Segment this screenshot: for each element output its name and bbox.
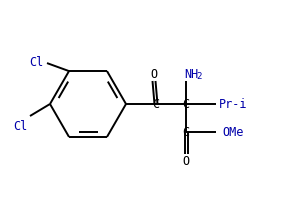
Text: Cl: Cl [29, 55, 43, 68]
Text: 2: 2 [196, 72, 202, 81]
Text: C: C [153, 98, 160, 111]
Text: Cl: Cl [13, 120, 27, 133]
Text: O: O [182, 155, 190, 168]
Text: OMe: OMe [222, 126, 244, 139]
Text: O: O [150, 68, 158, 81]
Text: NH: NH [184, 67, 198, 80]
Text: C: C [182, 98, 190, 111]
Text: C: C [182, 126, 190, 139]
Text: Pr-i: Pr-i [219, 98, 247, 111]
